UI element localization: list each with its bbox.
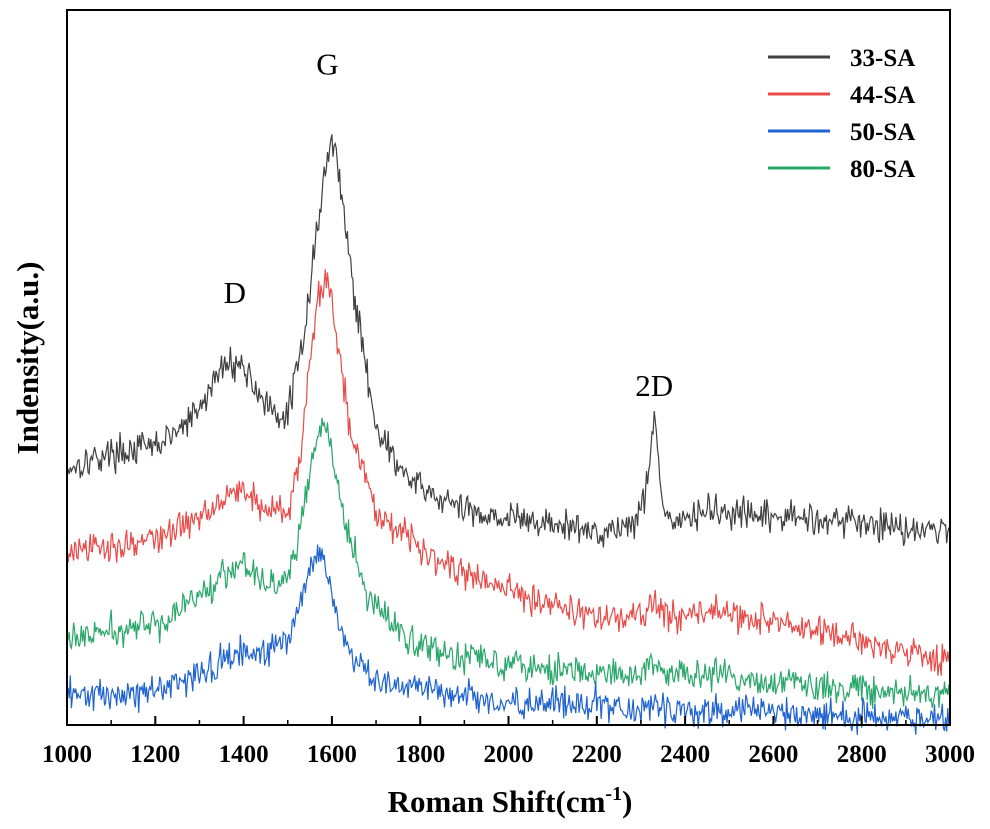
x-axis-tick-labels: 1000 1200 1400 1600 1800 2000 2200 2400 2600 2800… (42, 741, 975, 768)
peak-label-g: G (316, 46, 338, 81)
x-axis-title: Roman Shift(cm-1) (388, 783, 633, 819)
x-tick-label: 1000 (42, 741, 92, 768)
x-tick-label: 3000 (925, 741, 975, 768)
series-line-33-SA (66, 134, 951, 548)
legend: 33-SA 44-SA 50-SA 80-SA (768, 45, 915, 183)
x-tick-label: 2800 (837, 741, 887, 768)
peak-label-2d: 2D (635, 368, 673, 403)
x-axis-ticks (66, 716, 951, 725)
x-tick-label: 1200 (130, 741, 180, 768)
y-axis-title: Indensity(a.u.) (10, 262, 45, 455)
x-tick-label: 1800 (395, 741, 445, 768)
series-line-80-SA (66, 417, 951, 710)
x-tick-label: 2200 (572, 741, 622, 768)
x-axis-title-close: ) (622, 784, 632, 819)
peak-label-d: D (224, 275, 246, 310)
x-tick-label: 1400 (219, 741, 269, 768)
x-tick-label: 2600 (748, 741, 798, 768)
series-line-44-SA (66, 269, 951, 676)
x-tick-label: 2000 (484, 741, 534, 768)
x-tick-label: 2400 (660, 741, 710, 768)
x-tick-label: 1600 (307, 741, 357, 768)
x-axis-title-superscript: -1 (605, 783, 622, 805)
legend-label-50-SA: 50-SA (850, 119, 915, 146)
plot-series (66, 134, 951, 735)
legend-label-80-SA: 80-SA (850, 156, 915, 183)
series-line-50-SA (66, 544, 951, 735)
legend-label-44-SA: 44-SA (850, 82, 915, 109)
legend-label-33-SA: 33-SA (850, 45, 915, 72)
peak-annotations: D G 2D (224, 46, 674, 403)
x-axis-title-text: Roman Shift(cm (388, 784, 606, 819)
plot-frame (66, 9, 951, 726)
